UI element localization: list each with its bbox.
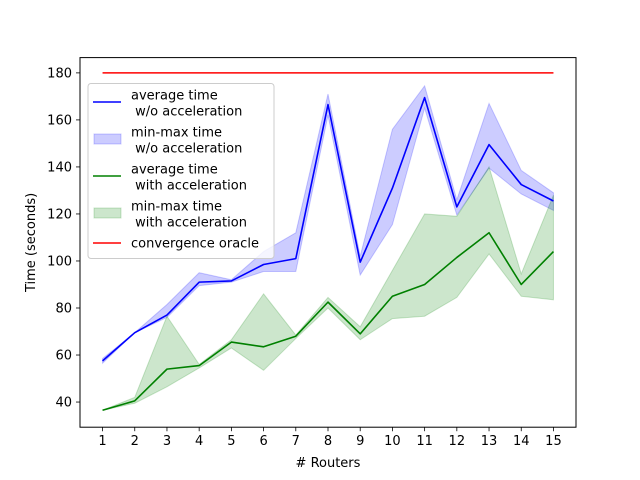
y-tick-label: 120: [47, 207, 72, 222]
x-tick-label: 4: [195, 434, 203, 449]
x-axis-ticks: 1 2 3 4 5 6 7 8 9 10 11 12 13 14 15: [98, 427, 562, 449]
x-tick-label: 3: [163, 434, 171, 449]
x-tick-label: 15: [545, 434, 562, 449]
legend: average time w/o acceleration min-max tim…: [87, 83, 275, 259]
x-tick-label: 10: [384, 434, 401, 449]
line-layer: [102, 72, 555, 412]
x-tick-label: 11: [416, 434, 433, 449]
y-tick-label: 100: [47, 254, 72, 269]
legend-swatch-min-max-time-with-acceleration: [93, 207, 122, 219]
x-tick-label: 5: [227, 434, 235, 449]
x-tick-label: 13: [481, 434, 498, 449]
legend-label-average-time-with-acceleration: average time with acceleration: [131, 163, 247, 194]
legend-label-min-max-time-with-acceleration: min-max time with acceleration: [131, 200, 247, 231]
band-min-max-time-with-acceleration: [102, 165, 554, 411]
legend-label-convergence-oracle: convergence oracle: [131, 237, 259, 252]
y-tick-label: 160: [47, 113, 72, 128]
legend-swatch-min-max-time-w-o-acceleration: [93, 133, 122, 145]
y-tick-label: 140: [47, 160, 72, 175]
legend-label-min-max-time-w-o-acceleration: min-max time w/o acceleration: [131, 126, 242, 157]
x-tick-label: 2: [131, 434, 139, 449]
x-tick-label: 1: [98, 434, 106, 449]
series-line-average-time-with-acceleration: [102, 231, 555, 412]
series-line-average-time-w-o-acceleration: [102, 96, 554, 362]
x-tick-label: 7: [292, 434, 300, 449]
x-tick-label: 8: [324, 434, 332, 449]
x-axis-label: # Routers: [296, 456, 361, 471]
x-tick-label: 9: [356, 434, 364, 449]
x-tick-label: 14: [513, 434, 530, 449]
legend-box: [87, 83, 275, 259]
y-tick-label: 40: [55, 396, 72, 411]
x-tick-label: 6: [259, 434, 267, 449]
y-tick-label: 180: [47, 66, 72, 81]
y-tick-label: 80: [55, 301, 72, 316]
y-axis-label: Time (seconds): [24, 193, 39, 293]
y-axis-ticks: 40 60 80 100 120 140 160 180: [47, 66, 80, 411]
x-tick-label: 12: [449, 434, 466, 449]
y-tick-label: 60: [55, 349, 72, 364]
legend-label-average-time-w-o-acceleration: average time w/o acceleration: [131, 89, 242, 120]
